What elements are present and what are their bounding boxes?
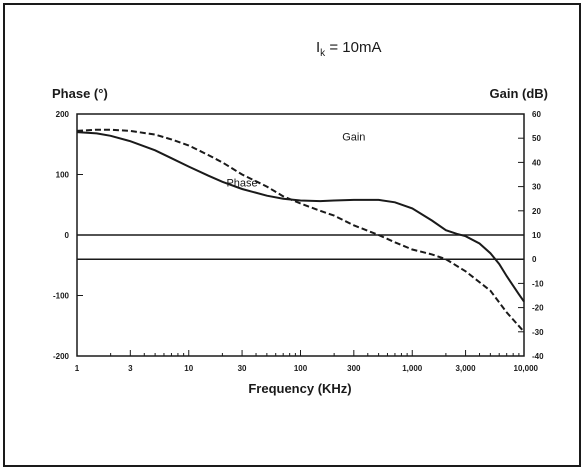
x-axis-ticks: 1 3 10 30 100 300 1,000 3,000 10,000: [75, 350, 539, 373]
x-tick-label: 100: [294, 364, 308, 373]
y-right-axis-label: Gain (dB): [490, 86, 549, 101]
y-right-tick-label: 50: [532, 134, 541, 143]
x-tick-label: 10: [184, 364, 193, 373]
y-right-tick-label: -20: [532, 304, 544, 313]
series-line-phase: [76, 131, 525, 303]
x-axis-label: Frequency (KHz): [248, 381, 351, 396]
chart-title: Ik = 10mA: [316, 39, 381, 59]
x-tick-label: 1: [75, 364, 80, 373]
chart-title-subscript: k: [320, 48, 326, 59]
y-right-tick-label: 30: [532, 183, 541, 192]
series-line-gain: [76, 128, 525, 333]
series-group: [76, 128, 525, 333]
x-tick-label: 300: [347, 364, 361, 373]
y-right-tick-label: 10: [532, 231, 541, 240]
y-left-tick-label: -100: [53, 292, 70, 301]
y-right-tick-label: -30: [532, 328, 544, 337]
y-left-tick-label: 0: [65, 231, 70, 240]
annotations: Gain Phase: [226, 132, 365, 190]
reference-lines: [77, 234, 524, 260]
y-right-tick-label: 40: [532, 158, 541, 167]
chart-title-main: I: [316, 39, 320, 56]
annotation-phase: Phase: [226, 178, 257, 190]
y-left-tick-label: -200: [53, 352, 70, 361]
x-tick-label: 3,000: [456, 364, 477, 373]
y-right-axis-ticks: 60 50 40 30 20 10 0 -10 -20 -30 -40: [518, 110, 544, 361]
x-tick-label: 10,000: [514, 364, 539, 373]
y-right-tick-label: 20: [532, 207, 541, 216]
annotation-gain: Gain: [342, 132, 365, 144]
chart-title-rest: = 10mA: [325, 39, 381, 56]
y-right-tick-label: 60: [532, 110, 541, 119]
y-right-tick-label: 0: [532, 255, 537, 264]
y-left-tick-label: 200: [56, 110, 70, 119]
y-left-tick-label: 100: [56, 171, 70, 180]
y-right-tick-label: -10: [532, 279, 544, 288]
y-right-tick-label: -40: [532, 352, 544, 361]
x-tick-label: 1,000: [402, 364, 423, 373]
x-tick-label: 30: [238, 364, 247, 373]
x-tick-label: 3: [128, 364, 133, 373]
y-left-axis-ticks: 200 100 0 -100 -200: [53, 110, 83, 361]
y-left-axis-label: Phase (°): [52, 86, 108, 101]
